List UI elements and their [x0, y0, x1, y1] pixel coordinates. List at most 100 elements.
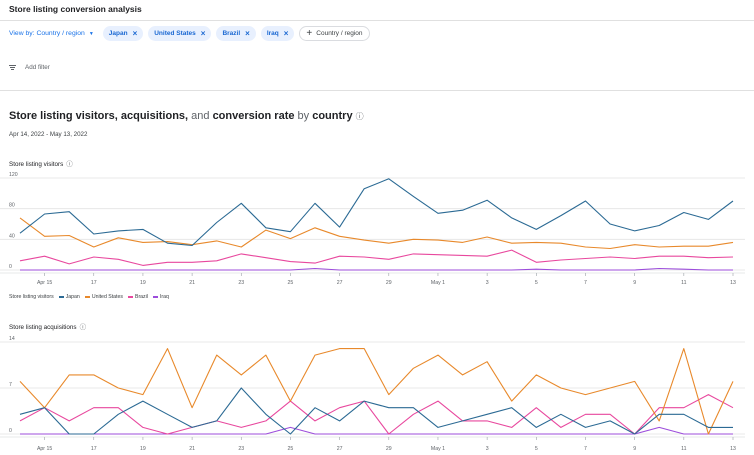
x-tick-label: 3	[486, 280, 489, 286]
chip-label: Iraq	[266, 30, 279, 37]
chip-label: Brazil	[222, 30, 241, 37]
x-tick-label: Apr 15	[37, 280, 52, 286]
legend-item-united-states[interactable]: United States	[84, 294, 123, 300]
legend-swatch	[84, 296, 90, 298]
legend-swatch	[58, 296, 64, 298]
filter-bar: View by: Country / region ▼ Japan × Unit…	[9, 26, 370, 41]
x-tick-label: 23	[238, 446, 244, 452]
legend-label: Iraq	[159, 294, 169, 300]
heading-part: country	[312, 110, 353, 122]
x-tick-label: 19	[140, 280, 146, 286]
heading-part: Store listing visitors, acquisitions,	[9, 110, 189, 122]
chip-label: Japan	[108, 30, 128, 37]
close-icon[interactable]: ×	[283, 28, 289, 38]
x-tick-label: 25	[288, 280, 294, 286]
chip-label: United States	[154, 30, 196, 37]
visitors-legend: Store listing visitors Japan United Stat…	[9, 294, 169, 300]
y-tick-label: 120	[9, 172, 18, 178]
legend-title: Store listing visitors	[9, 294, 54, 300]
acquisitions-chart-title: Store listing acquisitions ⓘ	[9, 321, 86, 331]
y-tick-label: 14	[9, 336, 15, 342]
plus-icon: +	[306, 27, 313, 39]
chart-title-text: Store listing visitors	[9, 161, 64, 168]
series-line-united-states	[19, 348, 734, 435]
x-tick-label: 25	[288, 446, 294, 452]
x-tick-label: 17	[91, 446, 97, 452]
section-heading: Store listing visitors, acquisitions, an…	[9, 110, 364, 122]
x-tick-label: 7	[584, 280, 587, 286]
x-tick-label: 5	[535, 446, 538, 452]
page-title: Store listing conversion analysis	[9, 4, 142, 14]
help-icon[interactable]: ⓘ	[355, 112, 364, 121]
x-tick-label: 3	[486, 446, 489, 452]
series-line-united-states	[19, 217, 734, 250]
close-icon[interactable]: ×	[132, 28, 138, 38]
filter-icon	[9, 65, 16, 70]
x-tick-label: 21	[189, 280, 195, 286]
x-tick-label: 9	[633, 446, 636, 452]
x-tick-label: 19	[140, 446, 146, 452]
legend-label: United States	[91, 294, 123, 300]
chip-iraq[interactable]: Iraq ×	[260, 26, 295, 41]
view-by-dropdown[interactable]: View by: Country / region ▼	[9, 30, 94, 37]
heading-part: and	[188, 110, 213, 122]
help-icon[interactable]: ⓘ	[66, 161, 73, 168]
series-line-iraq	[20, 267, 733, 271]
acquisitions-chart: 0 7 14 Apr 15 17 19 21 23 25 27 29 May 1 3 5 7 9 11 13	[0, 336, 745, 452]
y-tick-label: 80	[9, 203, 15, 209]
legend-item-iraq[interactable]: Iraq	[152, 294, 169, 300]
x-tick-label: May 1	[431, 280, 445, 286]
section-divider	[0, 90, 754, 91]
add-filter-label: Add filter	[25, 64, 50, 71]
legend-swatch	[127, 296, 133, 298]
legend-item-japan[interactable]: Japan	[58, 294, 80, 300]
caret-down-icon: ▼	[88, 30, 94, 37]
x-tick-label: 11	[681, 280, 686, 286]
x-tick-label: 17	[91, 280, 97, 286]
x-tick-label: May 1	[431, 446, 445, 452]
visitors-chart: 0 40 80 120 Apr 15 17 19 21 23 25 27 29 May 1 3 5 7 9 11 1…	[0, 172, 745, 286]
close-icon[interactable]: ×	[245, 28, 250, 38]
series-line-brazil	[19, 394, 734, 435]
add-country-button[interactable]: + Country / region	[299, 26, 370, 41]
y-tick-label: 7	[9, 382, 12, 388]
heading-part: conversion rate	[212, 110, 295, 122]
chart-title-text: Store listing acquisitions	[9, 324, 77, 331]
heading-part: by	[294, 110, 313, 122]
chip-united-states[interactable]: United States ×	[148, 26, 212, 41]
chip-brazil[interactable]: Brazil ×	[216, 26, 256, 41]
top-divider	[0, 20, 754, 21]
close-icon[interactable]: ×	[200, 28, 206, 38]
series-line-japan	[19, 387, 733, 435]
series-line-brazil	[19, 249, 734, 266]
x-tick-label: 13	[730, 446, 736, 452]
x-tick-label: 9	[633, 280, 636, 286]
series-line-japan	[19, 178, 734, 247]
x-tick-label: Apr 15	[37, 446, 52, 452]
help-icon[interactable]: ⓘ	[79, 324, 87, 331]
legend-swatch	[152, 296, 158, 298]
x-tick-label: 27	[337, 446, 343, 452]
chip-japan[interactable]: Japan ×	[102, 26, 144, 41]
x-tick-label: 29	[386, 446, 392, 452]
date-range: Apr 14, 2022 - May 13, 2022	[9, 131, 88, 138]
series-line-iraq	[20, 426, 733, 435]
y-tick-label: 0	[9, 264, 12, 270]
visitors-chart-title: Store listing visitors ⓘ	[9, 158, 73, 168]
x-tick-label: 27	[337, 280, 343, 286]
x-tick-label: 21	[189, 446, 195, 452]
legend-label: Brazil	[134, 294, 148, 300]
view-by-label: View by: Country / region	[9, 30, 85, 37]
x-tick-label: 11	[681, 446, 686, 452]
x-tick-label: 23	[238, 280, 244, 286]
add-filter-button[interactable]: Add filter	[9, 64, 50, 71]
x-tick-label: 5	[535, 280, 538, 286]
legend-item-brazil[interactable]: Brazil	[127, 294, 148, 300]
legend-label: Japan	[65, 294, 80, 300]
y-tick-label: 0	[9, 428, 12, 434]
add-country-label: Country / region	[316, 30, 363, 37]
x-tick-label: 7	[584, 446, 587, 452]
x-tick-label: 29	[386, 280, 392, 286]
y-tick-label: 40	[9, 233, 15, 239]
x-tick-label: 13	[730, 280, 736, 286]
